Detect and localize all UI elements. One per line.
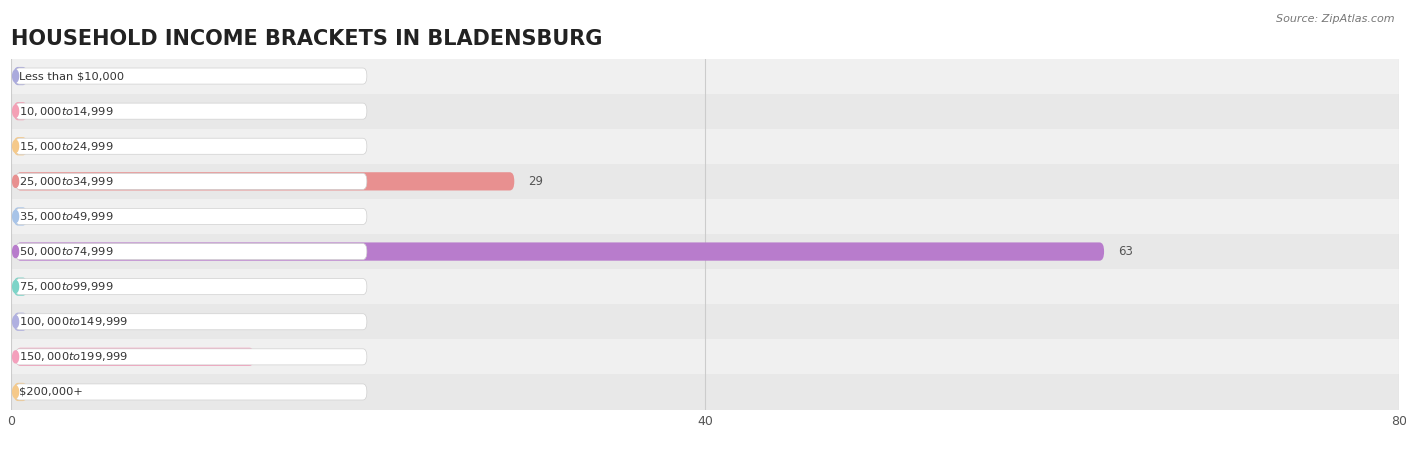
FancyBboxPatch shape xyxy=(15,279,367,295)
Circle shape xyxy=(13,316,18,328)
Bar xyxy=(11,374,1399,410)
Text: $10,000 to $14,999: $10,000 to $14,999 xyxy=(20,105,114,117)
FancyBboxPatch shape xyxy=(14,278,27,296)
Text: $50,000 to $74,999: $50,000 to $74,999 xyxy=(20,245,114,258)
Text: $200,000+: $200,000+ xyxy=(20,387,83,397)
Bar xyxy=(11,58,1399,94)
Circle shape xyxy=(13,246,18,257)
Text: $15,000 to $24,999: $15,000 to $24,999 xyxy=(20,140,114,153)
FancyBboxPatch shape xyxy=(15,173,367,189)
FancyBboxPatch shape xyxy=(15,208,367,225)
Text: $150,000 to $199,999: $150,000 to $199,999 xyxy=(20,351,128,363)
Text: 0: 0 xyxy=(42,70,49,82)
Text: $35,000 to $49,999: $35,000 to $49,999 xyxy=(20,210,114,223)
Text: $75,000 to $99,999: $75,000 to $99,999 xyxy=(20,280,114,293)
FancyBboxPatch shape xyxy=(14,67,27,85)
Circle shape xyxy=(13,70,18,82)
Circle shape xyxy=(13,105,18,117)
Text: $25,000 to $34,999: $25,000 to $34,999 xyxy=(20,175,114,188)
Bar xyxy=(11,129,1399,164)
FancyBboxPatch shape xyxy=(14,102,27,120)
FancyBboxPatch shape xyxy=(15,243,1104,261)
Text: 29: 29 xyxy=(529,175,543,188)
Circle shape xyxy=(13,140,18,152)
Text: 0: 0 xyxy=(42,315,49,328)
Circle shape xyxy=(13,176,18,187)
Text: 63: 63 xyxy=(1118,245,1133,258)
FancyBboxPatch shape xyxy=(15,243,367,260)
FancyBboxPatch shape xyxy=(14,207,27,225)
Circle shape xyxy=(13,351,18,363)
Text: Less than $10,000: Less than $10,000 xyxy=(20,71,124,81)
Bar xyxy=(11,234,1399,269)
Circle shape xyxy=(13,386,18,398)
FancyBboxPatch shape xyxy=(14,313,27,331)
Text: 0: 0 xyxy=(42,280,49,293)
Text: $100,000 to $149,999: $100,000 to $149,999 xyxy=(20,315,128,328)
Bar xyxy=(11,304,1399,339)
Bar xyxy=(11,339,1399,374)
Text: 0: 0 xyxy=(42,105,49,117)
FancyBboxPatch shape xyxy=(15,172,515,190)
Text: 0: 0 xyxy=(42,140,49,153)
FancyBboxPatch shape xyxy=(15,68,367,84)
FancyBboxPatch shape xyxy=(14,383,27,401)
Bar xyxy=(11,269,1399,304)
FancyBboxPatch shape xyxy=(14,137,27,155)
Bar xyxy=(11,164,1399,199)
FancyBboxPatch shape xyxy=(15,103,367,119)
FancyBboxPatch shape xyxy=(15,349,367,365)
Text: 0: 0 xyxy=(42,210,49,223)
Bar xyxy=(11,199,1399,234)
Text: Source: ZipAtlas.com: Source: ZipAtlas.com xyxy=(1277,14,1395,23)
Text: 0: 0 xyxy=(42,386,49,398)
FancyBboxPatch shape xyxy=(15,138,367,154)
FancyBboxPatch shape xyxy=(15,314,367,330)
Bar xyxy=(11,94,1399,129)
Text: HOUSEHOLD INCOME BRACKETS IN BLADENSBURG: HOUSEHOLD INCOME BRACKETS IN BLADENSBURG xyxy=(11,29,603,49)
Text: 14: 14 xyxy=(269,351,283,363)
Circle shape xyxy=(13,211,18,222)
FancyBboxPatch shape xyxy=(15,348,254,366)
Circle shape xyxy=(13,281,18,292)
FancyBboxPatch shape xyxy=(15,384,367,400)
